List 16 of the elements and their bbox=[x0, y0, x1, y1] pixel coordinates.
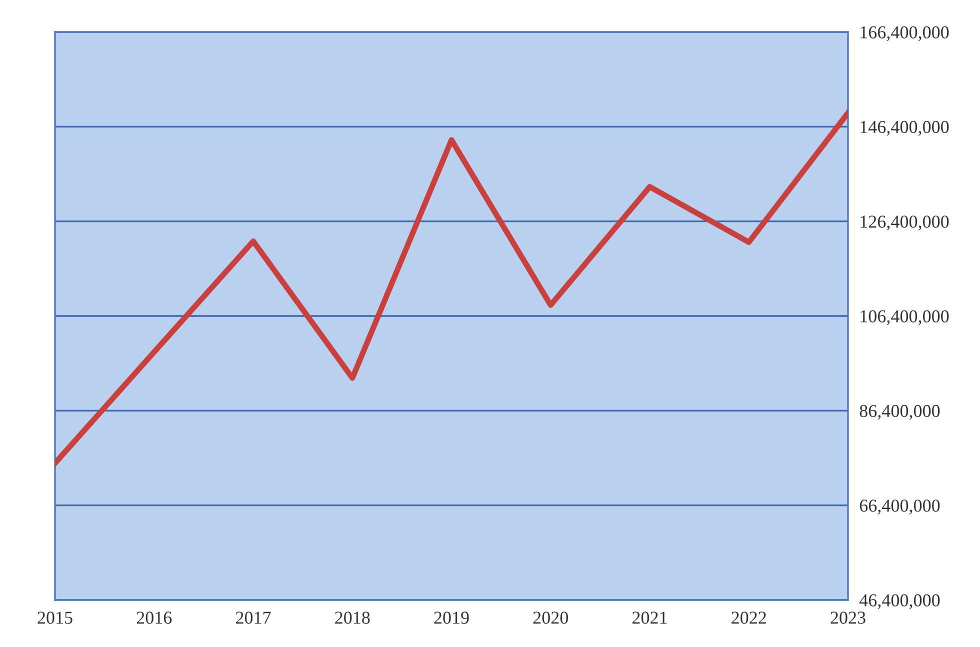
y-tick-label: 146,400,000 bbox=[860, 120, 949, 136]
x-tick-label: 2016 bbox=[136, 612, 172, 624]
y-tick-label: 126,400,000 bbox=[860, 216, 949, 230]
x-tick-label: 2021 bbox=[632, 612, 667, 624]
x-tick-label: 2015 bbox=[38, 612, 72, 624]
x-tick-label: 2019 bbox=[434, 612, 469, 624]
x-tick-label: 2022 bbox=[732, 612, 766, 624]
x-tick-label: 2023 bbox=[830, 612, 866, 624]
x-tick-label: 2018 bbox=[335, 612, 370, 624]
y-tick-label: 86,400,000 bbox=[860, 404, 940, 420]
x-tick-label: 2017 bbox=[236, 612, 271, 624]
y-tick-label: 106,400,000 bbox=[860, 310, 949, 326]
y-tick-label: 166,400,000 bbox=[860, 26, 949, 42]
y-tick-label: 46,400,000 bbox=[859, 594, 940, 610]
x-tick-label: 2020 bbox=[533, 612, 568, 624]
y-tick-label: 66,400,000 bbox=[860, 500, 940, 514]
